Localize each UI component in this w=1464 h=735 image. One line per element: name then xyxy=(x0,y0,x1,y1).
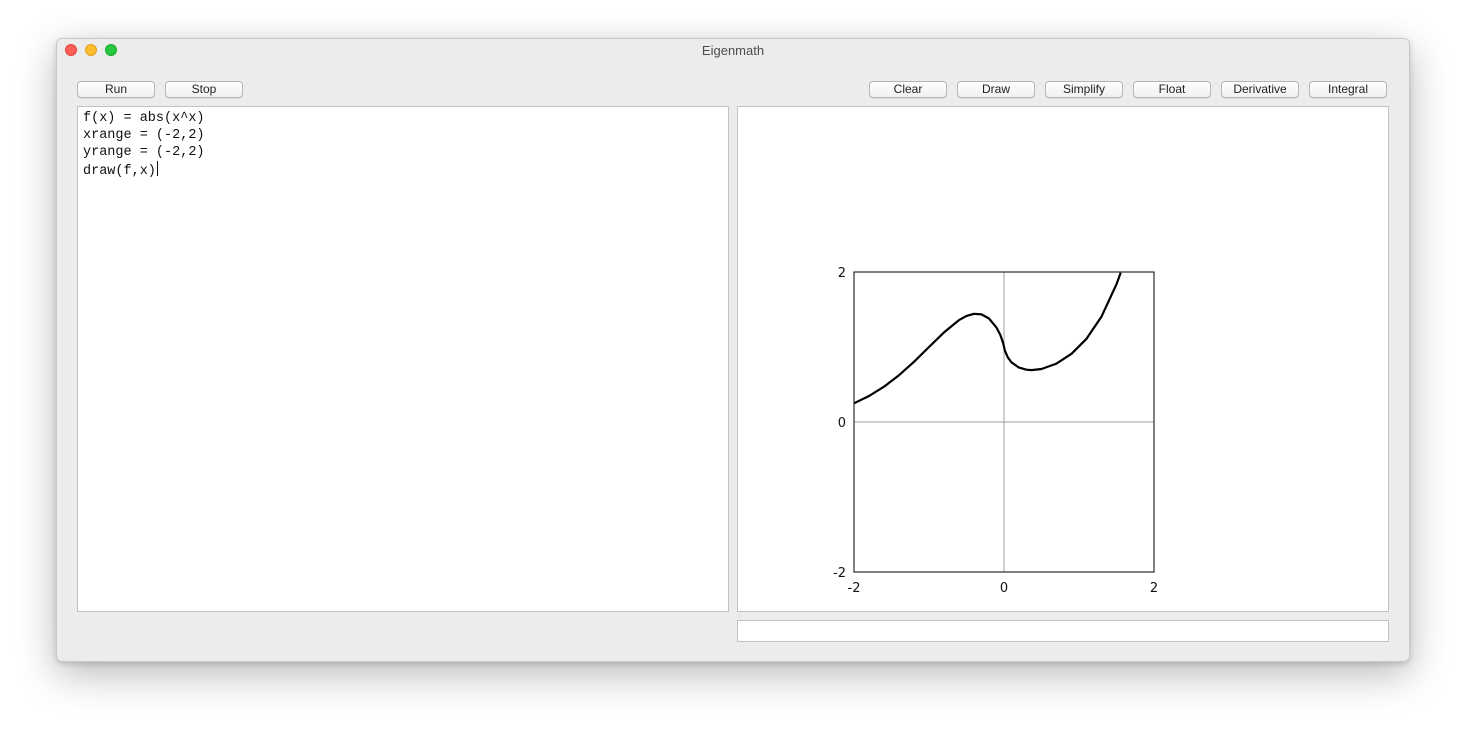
status-field xyxy=(737,620,1389,642)
title-bar: Eigenmath xyxy=(57,39,1409,63)
clear-button[interactable]: Clear xyxy=(869,81,947,98)
simplify-button[interactable]: Simplify xyxy=(1045,81,1123,98)
plot-frame xyxy=(853,271,1155,573)
x-tick-label: 2 xyxy=(1150,581,1158,596)
minimize-window-button[interactable] xyxy=(85,44,97,56)
y-tick-label: 0 xyxy=(838,416,846,431)
zoom-window-button[interactable] xyxy=(105,44,117,56)
window-title: Eigenmath xyxy=(701,43,765,58)
integral-button[interactable]: Integral xyxy=(1309,81,1387,98)
close-window-button[interactable] xyxy=(65,44,77,56)
editor-line-last: draw(f,x) xyxy=(83,161,723,180)
derivative-button[interactable]: Derivative xyxy=(1221,81,1299,98)
editor-line: xrange = (-2,2) xyxy=(83,128,205,143)
run-button[interactable]: Run xyxy=(77,81,155,98)
y-tick-label: 2 xyxy=(838,266,846,281)
editor-line: f(x) = abs(x^x) xyxy=(83,111,205,126)
x-tick-label: -2 xyxy=(848,581,861,596)
editor-line: draw(f,x) xyxy=(83,164,156,179)
eigenmath-window: Eigenmath Run Stop Clear Draw Simplify F… xyxy=(56,38,1410,662)
draw-button[interactable]: Draw xyxy=(957,81,1035,98)
editor-text[interactable]: f(x) = abs(x^x) xrange = (-2,2) yrange =… xyxy=(78,107,728,183)
series-line xyxy=(854,272,1122,405)
text-cursor xyxy=(156,161,158,176)
script-editor[interactable]: f(x) = abs(x^x) xrange = (-2,2) yrange =… xyxy=(77,106,729,612)
y-tick-label: -2 xyxy=(833,566,846,581)
float-button[interactable]: Float xyxy=(1133,81,1211,98)
x-tick-label: 0 xyxy=(1000,581,1008,596)
stop-button[interactable]: Stop xyxy=(165,81,243,98)
output-panel: -2 0 2 2 0 -2 xyxy=(737,106,1389,612)
plot-canvas: -2 0 2 2 0 -2 xyxy=(833,266,1158,596)
editor-line: yrange = (-2,2) xyxy=(83,145,205,160)
